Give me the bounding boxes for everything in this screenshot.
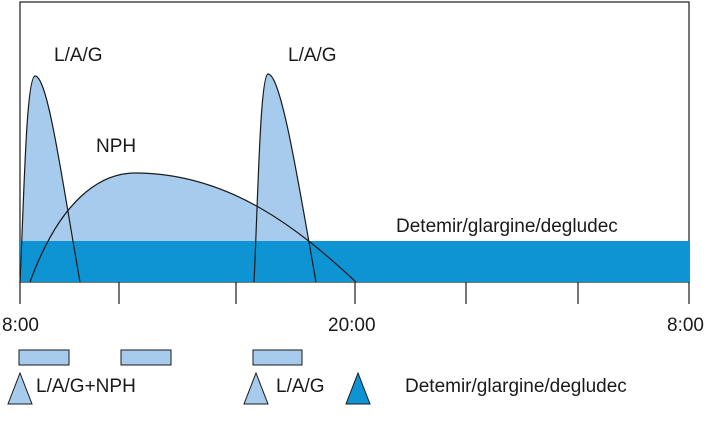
lag-peak-2-area: [254, 74, 316, 282]
nph-curve-outline: [29, 172, 357, 283]
lag-peak-1-area: [20, 76, 80, 282]
label-nph: NPH: [96, 136, 136, 157]
label-basal: Detemir/glargine/degludec: [396, 216, 618, 237]
tick-label-middle: 20:00: [328, 315, 376, 336]
x-axis-ticks: [19, 282, 690, 304]
injection-triangle-icon-basal: [345, 371, 371, 405]
legend-label-lag-nph: L/A/G+NPH: [36, 376, 136, 397]
lag-peak-1-outline: [19, 75, 81, 283]
injection-triangle-icon-lag-nph: [7, 371, 33, 405]
legend-label-lag: L/A/G: [276, 376, 325, 397]
basal-band: [20, 241, 689, 282]
meal-bar-3: [252, 349, 303, 366]
legend-label-basal: Detemir/glargine/degludec: [405, 376, 627, 397]
tick-label-left: 8:00: [2, 315, 39, 336]
lag-peak-2-outline: [253, 73, 317, 283]
label-lag-second: L/A/G: [288, 45, 337, 66]
meal-bar-1: [18, 349, 70, 366]
meal-bar-2: [120, 349, 172, 366]
tick-label-right: 8:00: [667, 315, 704, 336]
label-lag-first: L/A/G: [54, 45, 103, 66]
injection-triangle-icon-lag: [243, 371, 269, 405]
